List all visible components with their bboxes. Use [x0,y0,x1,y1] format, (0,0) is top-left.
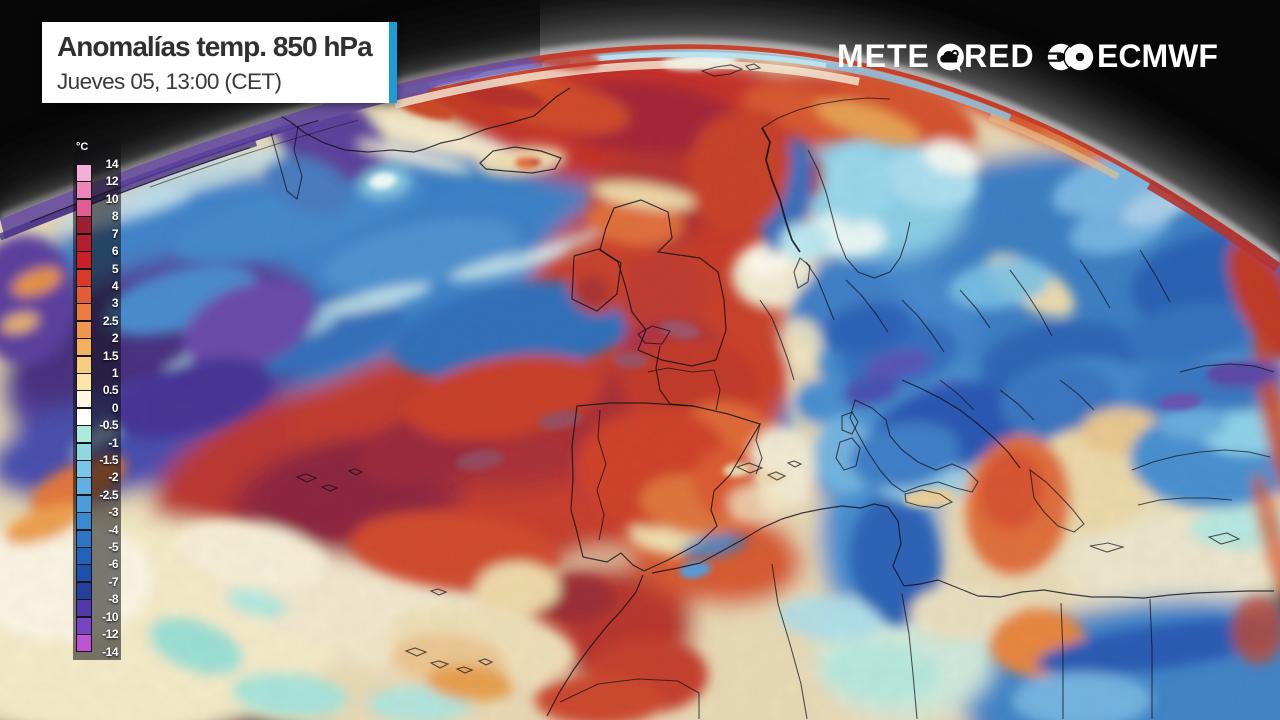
svg-text:ECMWF: ECMWF [1097,38,1218,74]
svg-text:METE: METE [837,38,930,74]
svg-text:RED: RED [964,38,1035,74]
